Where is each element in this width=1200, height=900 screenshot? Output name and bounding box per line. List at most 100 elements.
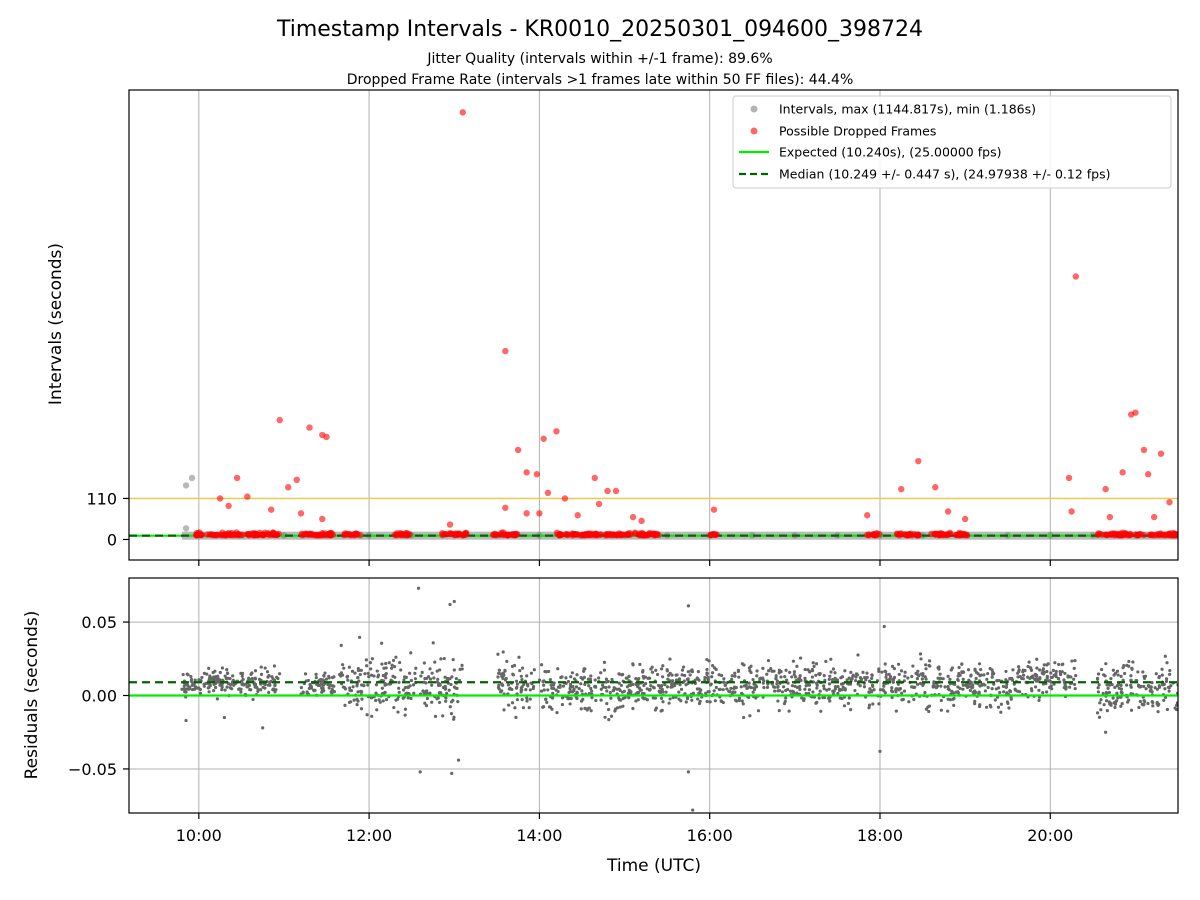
residual-point [413, 671, 417, 675]
residual-point [528, 688, 532, 692]
residual-point [590, 696, 594, 700]
residual-point [1173, 706, 1177, 710]
residual-point [943, 685, 947, 689]
residual-point [1113, 671, 1118, 675]
residual-point [990, 687, 994, 691]
residual-point [369, 673, 374, 677]
residual-point [374, 691, 378, 695]
dropped-frame-point [323, 433, 330, 441]
residual-point [1008, 689, 1012, 693]
dropped-frame-point [871, 531, 879, 539]
residual-point [721, 680, 726, 684]
residual-point [397, 686, 401, 690]
residual-point [514, 679, 519, 683]
residual-point [968, 688, 973, 693]
residual-point [1064, 687, 1068, 691]
residual-point [517, 655, 521, 659]
residual-point [920, 677, 924, 681]
residual-point [374, 698, 378, 703]
residual-point [624, 676, 628, 680]
residual-point [369, 667, 373, 671]
residual-point [949, 668, 953, 672]
residual-point [442, 656, 446, 661]
residual-point [552, 681, 556, 685]
residual-point [631, 662, 635, 666]
residual-point [1073, 658, 1077, 663]
residual-point [590, 689, 594, 693]
residual-point [259, 665, 263, 669]
residual-point [525, 696, 529, 700]
residual-point [1157, 674, 1161, 679]
residual-point [1138, 699, 1142, 704]
residual-point [849, 708, 853, 712]
residual-point [608, 690, 612, 695]
residual-point [545, 700, 549, 704]
residual-point [956, 678, 960, 683]
residual-point [1096, 690, 1101, 694]
residual-point [948, 677, 952, 681]
residual-point [207, 686, 211, 690]
residual-point [902, 689, 907, 693]
residual-point [218, 670, 222, 675]
residual-point [728, 690, 732, 694]
residual-point [1117, 686, 1121, 690]
residual-point [961, 677, 965, 681]
residual-point [390, 666, 394, 670]
residual-point [999, 710, 1003, 714]
residual-point [549, 683, 553, 687]
residual-point [525, 699, 529, 703]
residual-point [786, 687, 790, 692]
residual-point [544, 697, 548, 701]
residual-point [912, 685, 916, 689]
residual-point [927, 663, 931, 668]
residual-point [445, 691, 449, 695]
residual-point [1035, 666, 1039, 670]
residual-point [444, 699, 448, 703]
residual-point [450, 675, 454, 679]
dropped-frame-point [540, 435, 547, 442]
x-tick-label: 16:00 [687, 826, 733, 845]
residual-point [314, 676, 318, 680]
dropped-frame-point [585, 530, 593, 538]
residual-point [880, 670, 884, 674]
residual-point [670, 673, 674, 677]
residual-point [528, 697, 532, 701]
residual-point [686, 670, 690, 674]
residual-point [449, 700, 454, 704]
dropped-frame-point [1147, 531, 1155, 538]
residual-point [496, 652, 500, 656]
residual-point [958, 673, 962, 677]
residual-point [1098, 701, 1102, 705]
residual-point [403, 685, 408, 690]
residual-point [641, 670, 645, 674]
residual-point [617, 696, 621, 700]
residual-point [946, 674, 950, 678]
residual-point [1141, 703, 1145, 707]
residual-point [973, 667, 977, 671]
residual-point [390, 663, 394, 667]
residual-point [822, 695, 827, 700]
residual-point [1053, 661, 1057, 665]
residual-point [546, 688, 550, 692]
dropped-frame-point [267, 506, 275, 513]
residual-point [611, 689, 615, 693]
residual-point [360, 697, 364, 701]
residual-point [654, 668, 658, 672]
residual-point [988, 666, 992, 671]
intervals-y-tick-label: 0 [107, 530, 117, 549]
residual-point [974, 676, 978, 681]
residual-point [609, 696, 613, 700]
residual-point [452, 715, 456, 719]
residual-point [655, 672, 660, 677]
dropped-frame-point [606, 530, 614, 538]
residual-point [921, 683, 925, 687]
residual-point [751, 677, 755, 682]
residual-point [375, 669, 379, 673]
residual-point [606, 707, 611, 712]
residual-point [271, 688, 275, 692]
residual-point [841, 685, 845, 689]
residual-point [574, 685, 579, 689]
residual-point [194, 685, 198, 689]
residual-point [259, 678, 263, 682]
residual-point [1042, 663, 1046, 667]
